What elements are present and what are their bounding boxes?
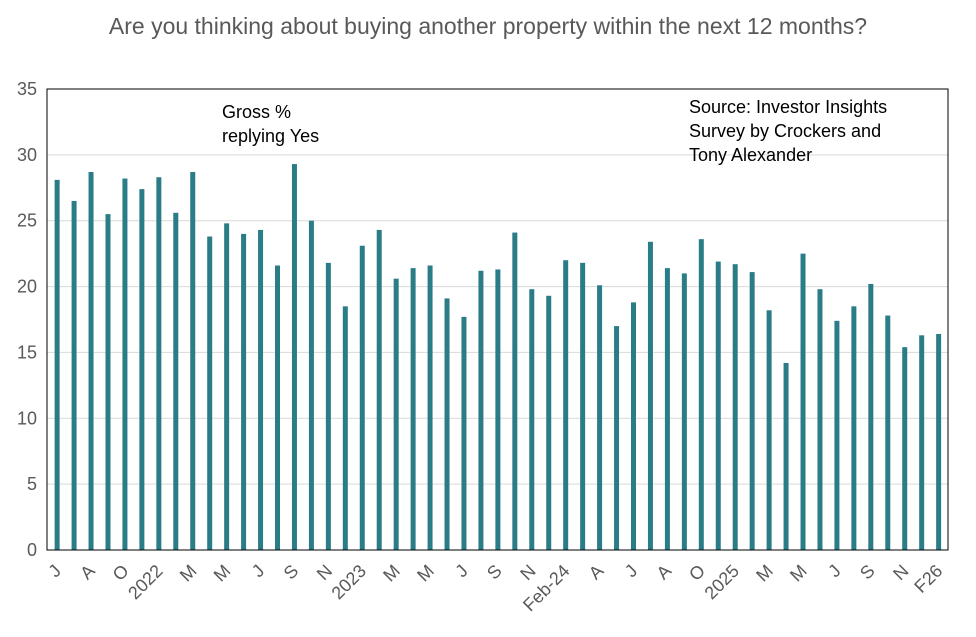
x-tick-label: 2023 xyxy=(328,561,370,603)
bar xyxy=(647,241,653,550)
bar xyxy=(241,233,247,550)
x-tick-label: J xyxy=(824,561,845,582)
bar xyxy=(885,315,891,550)
x-tick-label: O xyxy=(109,561,133,585)
bar xyxy=(698,239,704,550)
bar xyxy=(325,262,331,550)
y-tick-label: 5 xyxy=(27,474,37,494)
y-tick-label: 10 xyxy=(17,408,37,428)
x-tick-label: A xyxy=(585,561,608,584)
x-tick-label: J xyxy=(451,561,472,582)
x-tick-label: A xyxy=(653,561,676,584)
bar xyxy=(766,310,772,550)
x-tick-label: F26 xyxy=(910,561,946,597)
bar xyxy=(173,212,179,550)
bar xyxy=(122,178,128,550)
bar xyxy=(308,220,314,550)
x-tick-label: J xyxy=(248,561,269,582)
plot-area-frame xyxy=(46,88,949,551)
bar xyxy=(410,268,416,550)
bar xyxy=(376,229,382,551)
x-tick-label: 2022 xyxy=(124,561,166,603)
x-tick-label: O xyxy=(685,561,709,585)
bar xyxy=(563,260,569,550)
y-tick-label: 0 xyxy=(27,540,37,560)
x-tick-label: S xyxy=(483,561,506,584)
bar xyxy=(902,347,908,550)
bar xyxy=(444,298,450,550)
bar xyxy=(936,333,942,550)
y-tick-label: 25 xyxy=(17,211,37,231)
x-tick-label: M xyxy=(413,561,438,586)
bar xyxy=(681,273,687,550)
bar xyxy=(427,265,433,550)
bar xyxy=(359,245,365,551)
bar xyxy=(105,214,111,550)
x-tick-label: N xyxy=(516,561,539,584)
bar xyxy=(783,362,789,550)
x-tick-label: M xyxy=(210,561,235,586)
bar xyxy=(291,164,297,550)
bar xyxy=(749,272,755,550)
x-tick-label: M xyxy=(176,561,201,586)
bar xyxy=(54,179,60,550)
bar xyxy=(71,200,77,550)
bar xyxy=(478,270,484,550)
y-tick-label: 35 xyxy=(17,79,37,99)
bar xyxy=(715,261,721,550)
bar xyxy=(529,289,535,550)
y-tick-label: 20 xyxy=(17,277,37,297)
bars xyxy=(54,164,942,551)
annotation-source: Source: Investor Insights Survey by Croc… xyxy=(689,97,888,165)
x-tick-label: S xyxy=(856,561,879,584)
bar xyxy=(207,236,213,550)
x-tick-label: 2025 xyxy=(701,561,743,603)
bar xyxy=(258,229,264,551)
x-tick-label: S xyxy=(280,561,303,584)
annotation-gross-yes: Gross % replying Yes xyxy=(222,102,320,146)
bar xyxy=(342,306,348,550)
bar xyxy=(512,232,518,550)
x-tick-label: N xyxy=(889,561,912,584)
bar xyxy=(275,265,281,550)
bar xyxy=(664,268,670,550)
bar xyxy=(817,289,823,550)
bar xyxy=(614,326,620,550)
bar xyxy=(139,189,145,551)
bar xyxy=(597,285,603,550)
y-tick-label: 30 xyxy=(17,145,37,165)
bar xyxy=(919,335,925,550)
x-tick-label: A xyxy=(76,561,99,584)
y-axis-tick-labels: 0 5 10 15 20 25 30 35 xyxy=(17,79,37,560)
bar xyxy=(393,278,399,550)
bar xyxy=(495,269,501,550)
x-tick-label: N xyxy=(313,561,336,584)
bar xyxy=(630,302,636,550)
x-tick-label: M xyxy=(379,561,404,586)
bar xyxy=(546,295,552,550)
x-tick-label: M xyxy=(786,561,811,586)
chart-title: Are you thinking about buying another pr… xyxy=(108,13,868,39)
bar xyxy=(732,264,738,550)
bar xyxy=(851,306,857,550)
x-tick-label: J xyxy=(44,561,65,582)
bar xyxy=(224,223,230,550)
bar xyxy=(88,171,94,551)
bar xyxy=(800,253,806,550)
y-tick-label: 15 xyxy=(17,342,37,362)
bar xyxy=(868,283,874,550)
x-tick-label: J xyxy=(621,561,642,582)
x-tick-label: M xyxy=(752,561,777,586)
bar xyxy=(190,171,196,551)
bar xyxy=(580,262,586,550)
bar xyxy=(461,316,467,550)
bar xyxy=(834,320,840,550)
bar xyxy=(156,177,162,550)
